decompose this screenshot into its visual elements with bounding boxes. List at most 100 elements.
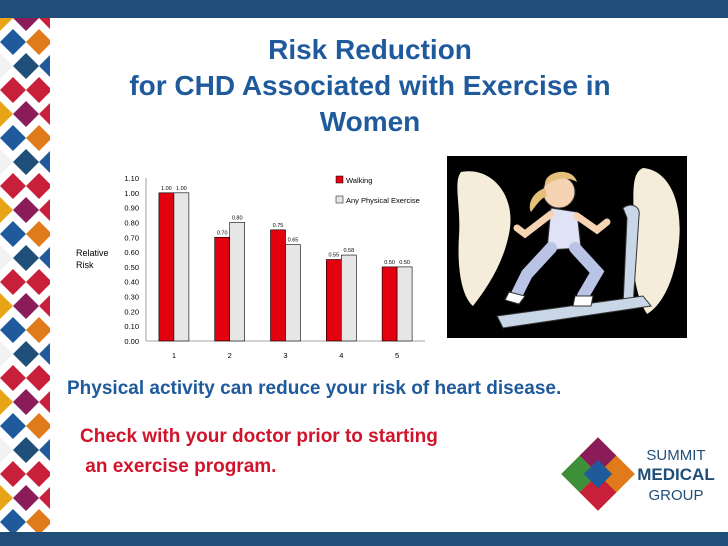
border-diamond	[26, 125, 50, 151]
y-axis-label-line-2: Risk	[76, 260, 94, 270]
logo-text-line-3: GROUP	[648, 487, 703, 504]
border-diamond	[0, 53, 13, 79]
border-diamond	[13, 18, 39, 31]
border-diamond	[0, 269, 26, 295]
border-diamond	[26, 29, 50, 55]
data-label: 1.00	[176, 186, 187, 192]
border-diamond	[26, 221, 50, 247]
y-tick-label: 0.00	[124, 337, 139, 346]
border-diamond	[13, 245, 39, 271]
border-diamond	[0, 197, 13, 223]
border-diamond	[39, 151, 50, 173]
relative-risk-bar-chart: Relative Risk 0.00 0.10 0.20 0.30 0.40 0.50 0.…	[76, 174, 425, 360]
border-diamond	[0, 389, 13, 415]
legend-swatch-any-exercise	[335, 195, 344, 204]
bar-any-exercise	[285, 244, 301, 342]
border-diamond	[39, 199, 50, 221]
logo-text-line-2: MEDICAL	[637, 465, 714, 484]
woman-running-treadmill-icon	[447, 156, 687, 338]
y-tick-label: 0.30	[124, 293, 139, 302]
data-label: 0.75	[273, 223, 284, 229]
border-diamond	[39, 295, 50, 317]
doctor-advice-message: Check with your doctor prior to starting…	[80, 422, 438, 482]
border-diamond	[0, 173, 26, 199]
border-diamond	[26, 509, 50, 532]
data-label: 0.58	[343, 248, 354, 254]
title-line-1: Risk Reduction	[268, 34, 472, 65]
chart-legend: Walking Any Physical Exercise	[335, 175, 420, 205]
bar-walking	[381, 266, 398, 342]
border-diamond	[0, 293, 13, 319]
border-diamond	[13, 341, 39, 367]
top-border-bar	[0, 0, 728, 18]
data-label: 0.70	[217, 230, 228, 236]
border-diamond	[39, 439, 50, 461]
y-tick-label: 0.60	[124, 248, 139, 257]
y-tick-label: 0.40	[124, 278, 139, 287]
y-tick-label: 0.80	[124, 218, 139, 227]
data-label: 0.65	[288, 238, 299, 244]
border-diamond	[39, 391, 50, 413]
data-label: 0.80	[232, 215, 243, 221]
border-diamond	[0, 461, 26, 487]
x-tick-label: 1	[172, 351, 176, 360]
border-diamond	[13, 293, 39, 319]
border-diamond	[13, 197, 39, 223]
border-diamond	[26, 413, 50, 439]
y-tick-label: 1.10	[124, 174, 139, 183]
doctor-advice-line-2: an exercise program.	[80, 456, 277, 477]
border-diamond	[0, 77, 26, 103]
x-tick-label: 2	[228, 351, 232, 360]
border-diamond	[26, 317, 50, 343]
slide-title: Risk Reduction for CHD Associated with E…	[60, 32, 680, 140]
bar-walking	[325, 259, 342, 342]
border-diamond	[26, 365, 50, 391]
doctor-advice-line-1: Check with your doctor prior to starting	[80, 426, 438, 447]
x-tick-label: 4	[339, 351, 343, 360]
x-tick-label: 3	[283, 351, 287, 360]
border-diamond	[0, 149, 13, 175]
border-diamond	[0, 18, 13, 31]
border-diamond	[26, 173, 50, 199]
border-diamond	[0, 101, 13, 127]
border-diamond	[13, 101, 39, 127]
border-diamond	[39, 247, 50, 269]
y-tick-label: 0.70	[124, 233, 139, 242]
bar-any-exercise	[340, 254, 357, 342]
border-diamond	[13, 485, 39, 511]
bar-any-exercise	[229, 222, 245, 342]
bottom-border-bar	[0, 532, 728, 546]
border-diamond	[13, 389, 39, 415]
border-diamond	[0, 365, 26, 391]
data-label: 0.50	[384, 260, 395, 266]
border-diamond	[0, 341, 13, 367]
summit-medical-group-logo: SUMMIT MEDICAL GROUP	[561, 437, 715, 511]
border-diamond	[39, 18, 50, 29]
y-tick-label: 0.50	[124, 263, 139, 272]
border-diamond	[39, 487, 50, 509]
data-label: 1.00	[161, 186, 172, 192]
border-diamond	[0, 221, 26, 247]
y-tick-label: 0.90	[124, 204, 139, 213]
x-tick-label: 5	[395, 351, 399, 360]
bar-walking	[214, 236, 230, 342]
border-diamond	[13, 53, 39, 79]
y-tick-label: 0.10	[124, 322, 139, 331]
border-diamond	[0, 485, 13, 511]
border-diamond	[0, 125, 26, 151]
border-diamond	[0, 317, 26, 343]
border-diamond	[26, 77, 50, 103]
border-diamond	[26, 269, 50, 295]
border-diamond	[26, 461, 50, 487]
logo-text-line-1: SUMMIT	[646, 447, 705, 464]
bar-walking	[158, 192, 175, 342]
bar-any-exercise	[173, 192, 190, 342]
activity-message: Physical activity can reduce your risk o…	[67, 378, 562, 399]
data-label: 0.55	[328, 253, 339, 259]
bar-walking	[270, 229, 286, 342]
y-tick-label: 0.20	[124, 307, 139, 316]
legend-label-any-exercise: Any Physical Exercise	[346, 196, 420, 205]
border-diamond	[13, 437, 39, 463]
border-diamond	[0, 437, 13, 463]
border-diamond	[39, 343, 50, 365]
